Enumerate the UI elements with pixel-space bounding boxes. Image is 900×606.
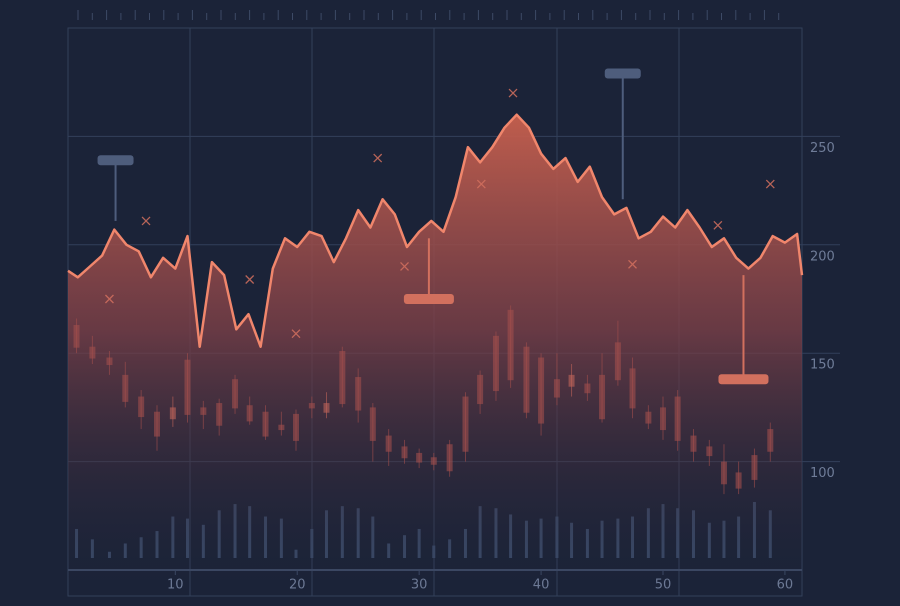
candle-body bbox=[122, 374, 129, 402]
candle-body bbox=[216, 403, 223, 426]
candle-body bbox=[430, 457, 437, 465]
candle-body bbox=[674, 396, 681, 441]
candle-body bbox=[369, 407, 376, 441]
flag-pill bbox=[97, 155, 134, 166]
candle-body bbox=[308, 403, 315, 409]
candle-body bbox=[553, 379, 560, 398]
candle-body bbox=[690, 435, 697, 452]
candle-body bbox=[660, 407, 667, 431]
candle-body bbox=[735, 472, 742, 489]
x-marker bbox=[476, 179, 486, 189]
y-tick-label: 200 bbox=[810, 249, 835, 264]
candle-body bbox=[262, 411, 269, 437]
candle-body bbox=[385, 435, 392, 452]
candle-body bbox=[477, 374, 484, 405]
candle-body bbox=[184, 359, 191, 415]
flag-pill bbox=[604, 68, 641, 79]
candle-body bbox=[584, 383, 591, 394]
candle-body bbox=[751, 455, 758, 480]
candle-body bbox=[523, 346, 530, 413]
candle-body bbox=[154, 411, 161, 437]
candle-body bbox=[446, 444, 453, 472]
candle-body bbox=[73, 325, 80, 348]
y-tick-label: 250 bbox=[810, 141, 835, 156]
candle-body bbox=[492, 335, 499, 392]
candle-body bbox=[706, 446, 713, 457]
flag-pill bbox=[403, 293, 454, 304]
candle-body bbox=[339, 351, 346, 405]
candle-body bbox=[538, 357, 545, 424]
candle-body bbox=[767, 429, 774, 452]
x-marker bbox=[104, 294, 114, 304]
candle-body bbox=[169, 407, 176, 420]
candle-body bbox=[720, 461, 727, 485]
x-marker bbox=[628, 259, 637, 269]
candle-body bbox=[89, 346, 96, 359]
candle-body bbox=[278, 424, 285, 431]
candle-body bbox=[293, 413, 300, 441]
x-marker bbox=[508, 88, 518, 98]
x-marker bbox=[291, 329, 301, 339]
x-marker bbox=[400, 262, 409, 271]
y-tick-label: 100 bbox=[810, 466, 835, 481]
candle-body bbox=[599, 374, 606, 420]
candle-body bbox=[138, 396, 145, 418]
candle-body bbox=[355, 377, 362, 411]
x-marker bbox=[245, 275, 255, 284]
candle-body bbox=[323, 403, 330, 413]
x-marker bbox=[765, 179, 775, 189]
y-tick-label: 150 bbox=[810, 358, 835, 373]
candle-body bbox=[416, 452, 423, 463]
flag-pill bbox=[718, 374, 769, 385]
candle-body bbox=[200, 407, 207, 415]
candle-body bbox=[246, 405, 253, 422]
candle-body bbox=[568, 374, 575, 387]
candle-body bbox=[507, 309, 514, 381]
x-marker bbox=[373, 153, 383, 163]
area bbox=[68, 114, 802, 596]
x-marker bbox=[713, 220, 723, 230]
candle-body bbox=[645, 411, 652, 424]
candle-body bbox=[232, 379, 239, 409]
candle-body bbox=[106, 357, 113, 366]
candle-body bbox=[401, 446, 408, 459]
candle-body bbox=[614, 342, 621, 381]
candle-body bbox=[629, 368, 636, 409]
candle-body bbox=[462, 396, 469, 452]
x-marker bbox=[141, 216, 151, 226]
price-line bbox=[67, 113, 804, 348]
